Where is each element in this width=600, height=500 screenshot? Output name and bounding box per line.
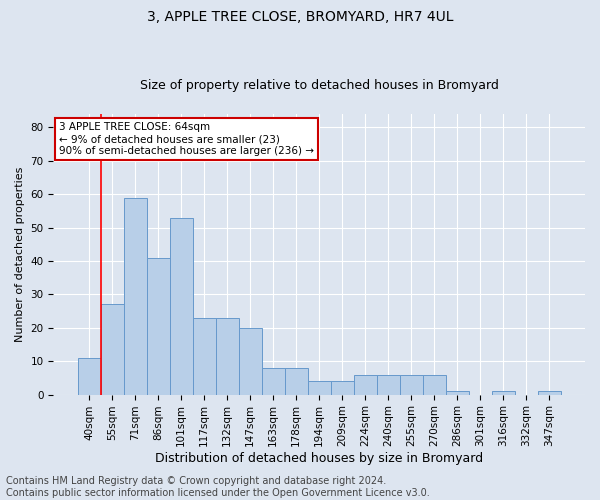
- X-axis label: Distribution of detached houses by size in Bromyard: Distribution of detached houses by size …: [155, 452, 483, 465]
- Bar: [193, 318, 215, 394]
- Bar: [308, 381, 331, 394]
- Bar: [377, 374, 400, 394]
- Bar: [146, 258, 170, 394]
- Y-axis label: Number of detached properties: Number of detached properties: [15, 166, 25, 342]
- Title: Size of property relative to detached houses in Bromyard: Size of property relative to detached ho…: [140, 79, 499, 92]
- Bar: [170, 218, 193, 394]
- Text: 3 APPLE TREE CLOSE: 64sqm
← 9% of detached houses are smaller (23)
90% of semi-d: 3 APPLE TREE CLOSE: 64sqm ← 9% of detach…: [59, 122, 314, 156]
- Bar: [239, 328, 262, 394]
- Bar: [538, 392, 561, 394]
- Bar: [101, 304, 124, 394]
- Bar: [284, 368, 308, 394]
- Bar: [400, 374, 423, 394]
- Bar: [77, 358, 101, 395]
- Text: 3, APPLE TREE CLOSE, BROMYARD, HR7 4UL: 3, APPLE TREE CLOSE, BROMYARD, HR7 4UL: [147, 10, 453, 24]
- Bar: [446, 392, 469, 394]
- Bar: [262, 368, 284, 394]
- Bar: [492, 392, 515, 394]
- Bar: [354, 374, 377, 394]
- Bar: [331, 381, 354, 394]
- Bar: [124, 198, 146, 394]
- Bar: [423, 374, 446, 394]
- Text: Contains HM Land Registry data © Crown copyright and database right 2024.
Contai: Contains HM Land Registry data © Crown c…: [6, 476, 430, 498]
- Bar: [215, 318, 239, 394]
